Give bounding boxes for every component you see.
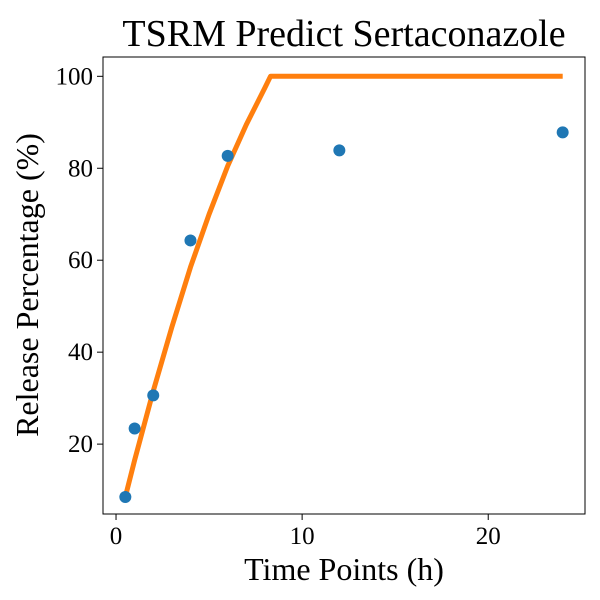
fit-line (122, 73, 563, 498)
data-point (556, 126, 569, 139)
plot-frame (102, 56, 586, 515)
data-point (128, 422, 141, 435)
data-point (184, 234, 197, 247)
x-axis: 0 10 20 (110, 514, 501, 550)
data-point (333, 144, 346, 157)
y-tick-label: 20 (68, 431, 93, 458)
y-tick-label: 40 (68, 339, 93, 366)
y-axis-label: Release Percentage (%) (9, 133, 45, 437)
chart-title: TSRM Predict Sertaconazole (122, 13, 565, 55)
x-tick-label: 0 (110, 523, 123, 550)
y-tick-label: 60 (68, 247, 93, 274)
y-tick-label: 80 (68, 155, 93, 182)
x-tick-label: 20 (476, 523, 501, 550)
data-point (147, 389, 160, 402)
y-axis: 20 40 60 80 100 (56, 63, 103, 458)
x-tick-label: 10 (290, 523, 315, 550)
data-point (119, 490, 132, 503)
x-axis-label: Time Points (h) (244, 551, 444, 587)
plot-area (119, 73, 569, 503)
y-tick-label: 100 (56, 63, 94, 90)
data-point (221, 149, 234, 162)
